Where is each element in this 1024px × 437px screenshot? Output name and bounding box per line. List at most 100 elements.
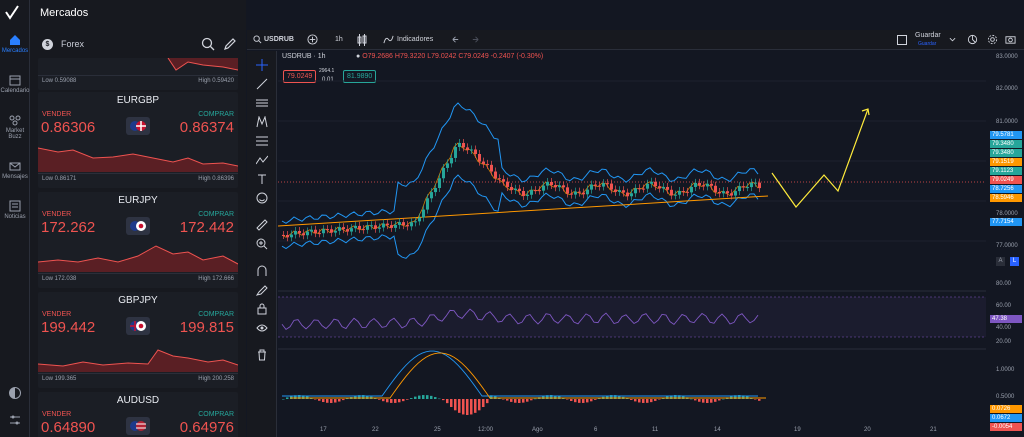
buy-price-box[interactable]: 81.9890 <box>343 70 377 83</box>
eye-icon[interactable] <box>256 322 268 334</box>
watchlist-card-partial[interactable]: Low 0.59088 High 0.59420 <box>38 58 238 90</box>
category-selector[interactable]: Forex <box>61 39 85 49</box>
macd-bar <box>594 399 597 400</box>
edit-icon[interactable] <box>223 37 237 51</box>
candle-body <box>506 181 509 187</box>
candle-body <box>394 224 397 228</box>
crosshair-icon[interactable] <box>256 59 268 71</box>
candle-body <box>538 190 541 192</box>
gear-icon[interactable] <box>987 34 998 45</box>
sell-price-button[interactable]: 0.86306 <box>41 119 96 136</box>
zoom-in-icon[interactable] <box>256 238 268 250</box>
pitchfork-icon[interactable] <box>256 116 268 128</box>
rsi-badge: 47.38 <box>990 315 1022 323</box>
buy-price-button[interactable]: 199.815 <box>179 319 234 336</box>
undo-icon[interactable] <box>451 35 460 44</box>
macd-bar <box>330 399 333 403</box>
watchlist-card-gbpjpy[interactable]: GBPJPY VENDER COMPRAR 199.442 199.815 Lo… <box>38 292 238 388</box>
price-chart[interactable] <box>278 51 986 431</box>
price-axis[interactable]: 83.0000 82.0000 81.0000 78.0000 77.0000 … <box>986 51 1024 431</box>
nav-item-mercados[interactable]: Mercados <box>0 34 30 54</box>
settings-sliders-icon[interactable] <box>8 413 22 427</box>
candle-body <box>470 149 473 151</box>
sell-price-box[interactable]: 79.0249 <box>283 70 317 83</box>
trash-icon[interactable] <box>256 349 268 361</box>
card-symbol: EURGBP <box>116 95 160 106</box>
macd-bar <box>394 399 397 403</box>
candles-icon[interactable] <box>357 34 367 46</box>
theme-toggle-icon[interactable] <box>8 386 22 400</box>
fib-icon[interactable] <box>256 135 268 147</box>
save-button[interactable]: Guardar <box>915 32 941 39</box>
candle-body <box>534 190 537 192</box>
symbol-search-button[interactable]: USDRUB <box>264 36 294 43</box>
nav-item-mensajes[interactable]: Mensajes <box>0 160 30 180</box>
low-value: Low 0.59088 <box>42 78 77 84</box>
time-axis[interactable]: 17 22 25 12:00 Ago 6 11 14 19 20 21 <box>278 427 986 437</box>
watchlist-card-eurgbp[interactable]: EURGBP VENDER COMPRAR 0.86306 0.86374 Lo… <box>38 92 238 188</box>
macd-bar <box>610 395 613 399</box>
indicators-icon[interactable] <box>383 34 394 45</box>
draw-lock-icon[interactable] <box>256 284 268 296</box>
nav-item-market-buzz[interactable]: Market Buzz <box>0 114 30 140</box>
sell-price-button[interactable]: 172.262 <box>41 219 96 236</box>
emoji-icon[interactable] <box>256 192 268 204</box>
nav-label: Calendario <box>0 88 30 94</box>
buy-price-button[interactable]: 172.442 <box>179 219 234 236</box>
indicators-button[interactable]: Indicadores <box>397 36 434 43</box>
price-tick: 83.0000 <box>996 54 1018 60</box>
candle-body <box>614 189 617 192</box>
add-symbol-icon[interactable] <box>307 34 318 45</box>
search-icon[interactable] <box>201 37 215 51</box>
lock-icon[interactable] <box>256 303 268 315</box>
price-tick: 81.0000 <box>996 119 1018 125</box>
watchlist-card-eurjpy[interactable]: EURJPY VENDER COMPRAR 172.262 172.442 Lo… <box>38 192 238 288</box>
layout-checkbox-icon[interactable] <box>897 35 907 45</box>
candle-body <box>594 184 597 186</box>
candle-body <box>498 178 501 180</box>
gbp-jpy-flag-icon <box>126 317 150 335</box>
magnet-icon[interactable] <box>256 265 268 277</box>
mail-icon <box>9 162 21 171</box>
camera-icon[interactable] <box>1005 34 1016 45</box>
interval-button[interactable]: 1h <box>335 36 343 43</box>
buy-price-button[interactable]: 0.86374 <box>179 119 234 136</box>
nav-item-noticias[interactable]: Noticias <box>0 200 30 220</box>
trend-line-icon[interactable] <box>256 78 268 90</box>
nav-item-calendario[interactable]: Calendario <box>0 74 30 94</box>
time-tick: 11 <box>652 427 659 433</box>
candle-body <box>354 225 357 229</box>
candle-body <box>298 230 301 234</box>
chevron-down-icon[interactable] <box>949 37 956 42</box>
candle-body <box>714 185 717 193</box>
low-value: Low 0.86171 <box>42 176 77 182</box>
auto-scale-button[interactable]: A <box>996 257 1005 266</box>
macd-bar <box>522 399 525 403</box>
macd-bar <box>702 399 705 403</box>
signal-line <box>290 352 766 399</box>
redo-icon[interactable] <box>471 35 480 44</box>
pattern-icon[interactable] <box>256 154 268 166</box>
log-scale-button[interactable]: L <box>1010 257 1019 266</box>
candle-body <box>574 191 577 195</box>
buy-price-button[interactable]: 0.64976 <box>179 419 234 436</box>
macd-bar <box>434 397 437 399</box>
candle-body <box>522 190 525 196</box>
ruler-icon[interactable] <box>256 219 268 231</box>
horizontal-lines-icon[interactable] <box>256 97 268 109</box>
watchlist-card-audusd[interactable]: AUDUSD VENDER COMPRAR 0.64890 0.64976 <box>38 392 238 437</box>
macd-bar <box>754 399 757 400</box>
watchlist-header: $ Forex <box>36 34 240 56</box>
macd-bar <box>534 398 537 400</box>
sparkline <box>38 147 238 172</box>
candle-body <box>742 186 745 188</box>
sell-price-button[interactable]: 0.64890 <box>41 419 96 436</box>
search-icon[interactable] <box>253 35 262 44</box>
candle-body <box>510 186 513 191</box>
nav-label: Mensajes <box>2 174 28 180</box>
sell-price-button[interactable]: 199.442 <box>41 319 96 336</box>
candle-body <box>706 183 709 187</box>
candle-body <box>494 171 497 179</box>
snapshot-icon[interactable] <box>967 34 978 45</box>
text-icon[interactable] <box>256 173 268 185</box>
